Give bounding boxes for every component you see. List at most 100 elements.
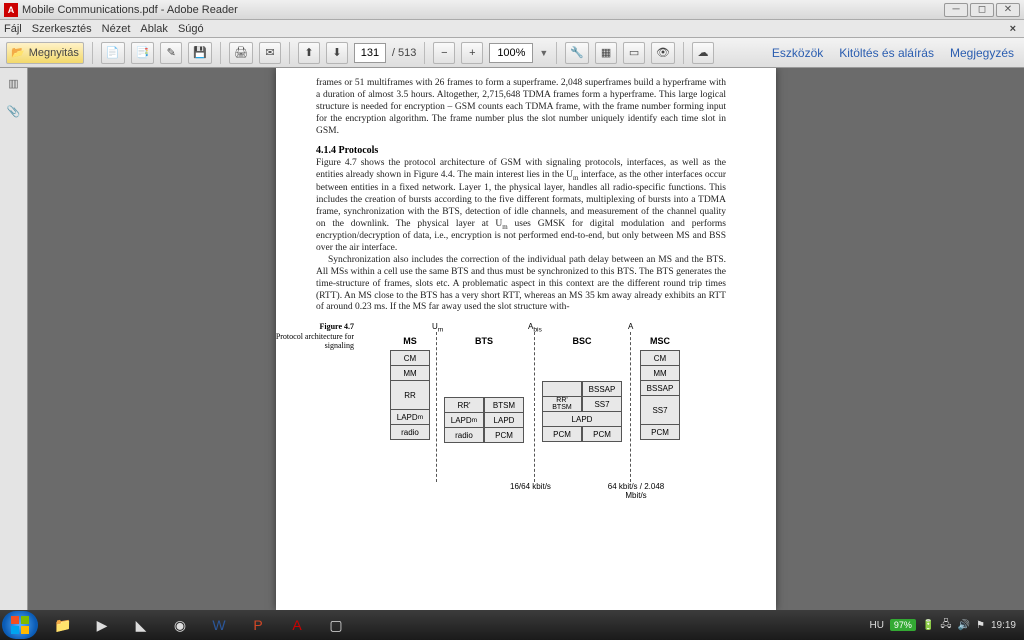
powerpoint-icon[interactable]: P — [239, 612, 277, 638]
pdf-page: frames or 51 multiframes with 26 frames … — [276, 68, 776, 610]
export-pdf-icon[interactable]: 📄 — [101, 42, 125, 64]
window-buttons: ─ ◻ ✕ — [944, 3, 1020, 17]
word-icon[interactable]: W — [200, 612, 238, 638]
page-total: / 513 — [392, 47, 416, 59]
nav-panel: ▥ 📎 — [0, 68, 28, 610]
msc-ss7: SS7 — [640, 395, 680, 425]
section-heading: 4.1.4 Protocols — [316, 145, 726, 156]
titlebar: A Mobile Communications.pdf - Adobe Read… — [0, 0, 1024, 20]
rate-label-1: 16/64 kbit/s — [510, 482, 551, 491]
figure-4-7: Figure 4.7 Protocol architecture for sig… — [316, 322, 726, 502]
separator — [92, 42, 93, 64]
reader-icon[interactable]: A — [278, 612, 316, 638]
a-line — [630, 332, 631, 482]
separator — [424, 42, 425, 64]
cloud-icon[interactable]: ☁ — [692, 42, 714, 64]
thumbnails-icon[interactable]: ▥ — [5, 74, 23, 92]
maximize-button[interactable]: ◻ — [970, 3, 994, 17]
menu-help[interactable]: Súgó — [178, 23, 204, 35]
app-icon-2[interactable]: ▢ — [317, 612, 355, 638]
tools-link[interactable]: Eszközök — [768, 44, 827, 62]
view-icon[interactable]: ▦ — [595, 42, 617, 64]
bts-lapdm: LAPDm — [444, 412, 484, 428]
bsc-bssap: BSSAP — [582, 381, 622, 397]
menu-view[interactable]: Nézet — [102, 23, 131, 35]
document-area[interactable]: frames or 51 multiframes with 26 frames … — [28, 68, 1024, 610]
zoom-in-icon[interactable]: + — [461, 42, 483, 64]
page-up-icon[interactable]: ⬆ — [298, 42, 320, 64]
tray-icon[interactable]: 🔋 — [922, 620, 934, 631]
tool-icon[interactable]: 🔧 — [565, 42, 589, 64]
msc-pcm: PCM — [640, 424, 680, 440]
attachments-icon[interactable]: 📎 — [5, 102, 23, 120]
taskbar: 📁 ▶ ◣ ◉ W P A ▢ HU 97% 🔋 🖧 🔊 ⚑ 19:19 — [0, 610, 1024, 640]
explorer-icon[interactable]: 📁 — [44, 612, 82, 638]
abis-line — [534, 332, 535, 482]
close-button[interactable]: ✕ — [996, 3, 1020, 17]
um-label: Um — [432, 322, 443, 334]
doc-close-button[interactable]: × — [1006, 23, 1020, 35]
protocol-diagram: Um Abis A MS CM MM RR LAPDm radio — [360, 322, 710, 502]
bts-lapd: LAPD — [484, 412, 524, 428]
menu-window[interactable]: Ablak — [140, 23, 168, 35]
figure-caption: Figure 4.7 Protocol architecture for sig… — [274, 322, 354, 351]
bts-radio: radio — [444, 427, 484, 443]
ms-mm: MM — [390, 365, 430, 381]
page-down-icon[interactable]: ⬇ — [326, 42, 348, 64]
rate-label-2: 64 kbit/s / 2.048 Mbit/s — [606, 482, 666, 500]
save-icon[interactable]: 💾 — [188, 42, 212, 64]
um-line — [436, 332, 437, 482]
sign-icon[interactable]: ✎ — [160, 42, 182, 64]
battery-indicator[interactable]: 97% — [890, 619, 916, 631]
email-icon[interactable]: ✉ — [259, 42, 281, 64]
chrome-icon[interactable]: ◉ — [161, 612, 199, 638]
create-pdf-icon[interactable]: 📑 — [131, 42, 155, 64]
msc-mm: MM — [640, 365, 680, 381]
app-icon-1[interactable]: ◣ — [122, 612, 160, 638]
a-label: A — [628, 322, 633, 331]
select-icon[interactable]: ▭ — [623, 42, 645, 64]
bsc-ss7: SS7 — [582, 396, 622, 412]
msc-bssap: BSSAP — [640, 380, 680, 396]
bsc-stack: BSC BSSAP RR'BTSMSS7 LAPD PCMPCM — [542, 336, 622, 441]
bts-rr: RR' — [444, 397, 484, 413]
bsc-head: BSC — [542, 336, 622, 346]
bts-head: BTS — [444, 336, 524, 346]
zoom-input[interactable] — [489, 43, 533, 63]
msc-cm: CM — [640, 350, 680, 366]
page-number-input[interactable] — [354, 43, 386, 63]
start-button[interactable] — [2, 611, 38, 639]
open-button[interactable]: 📂 Megnyitás — [6, 42, 84, 64]
flag-icon[interactable]: ⚑ — [976, 620, 985, 631]
comment-link[interactable]: Megjegyzés — [946, 44, 1018, 62]
print-icon[interactable]: 🖨 — [229, 42, 253, 64]
menu-file[interactable]: Fájl — [4, 23, 22, 35]
clock[interactable]: 19:19 — [991, 620, 1016, 631]
minimize-button[interactable]: ─ — [944, 3, 968, 17]
bts-stack: BTS RR'BTSM LAPDmLAPD radioPCM — [444, 336, 524, 442]
ms-radio: radio — [390, 424, 430, 440]
ms-lapd: LAPDm — [390, 409, 430, 425]
bsc-pcm-r: PCM — [582, 426, 622, 442]
network-icon[interactable]: 🖧 — [940, 617, 951, 634]
volume-icon[interactable]: 🔊 — [958, 620, 970, 631]
media-icon[interactable]: ▶ — [83, 612, 121, 638]
ms-cm: CM — [390, 350, 430, 366]
paragraph-1: frames or 51 multiframes with 26 frames … — [316, 78, 726, 137]
separator — [556, 42, 557, 64]
bsc-pcm-l: PCM — [542, 426, 582, 442]
separator — [220, 42, 221, 64]
ms-stack: MS CM MM RR LAPDm radio — [390, 336, 430, 439]
bsc-lapd: LAPD — [542, 411, 622, 427]
paragraph-2: Figure 4.7 shows the protocol architectu… — [316, 158, 726, 255]
fill-sign-link[interactable]: Kitöltés és aláírás — [835, 44, 938, 62]
paragraph-3: Synchronization also includes the correc… — [316, 255, 726, 314]
workspace: ▥ 📎 frames or 51 multiframes with 26 fra… — [0, 68, 1024, 610]
zoom-out-icon[interactable]: − — [433, 42, 455, 64]
toolbar: 📂 Megnyitás 📄 📑 ✎ 💾 🖨 ✉ ⬆ ⬇ / 513 − + ▼ … — [0, 38, 1024, 68]
read-icon[interactable]: 👁 — [651, 42, 675, 64]
toolbar-right: Eszközök Kitöltés és aláírás Megjegyzés — [768, 44, 1018, 62]
menu-edit[interactable]: Szerkesztés — [32, 23, 92, 35]
bts-btsm: BTSM — [484, 397, 524, 413]
lang-indicator[interactable]: HU — [869, 620, 883, 631]
